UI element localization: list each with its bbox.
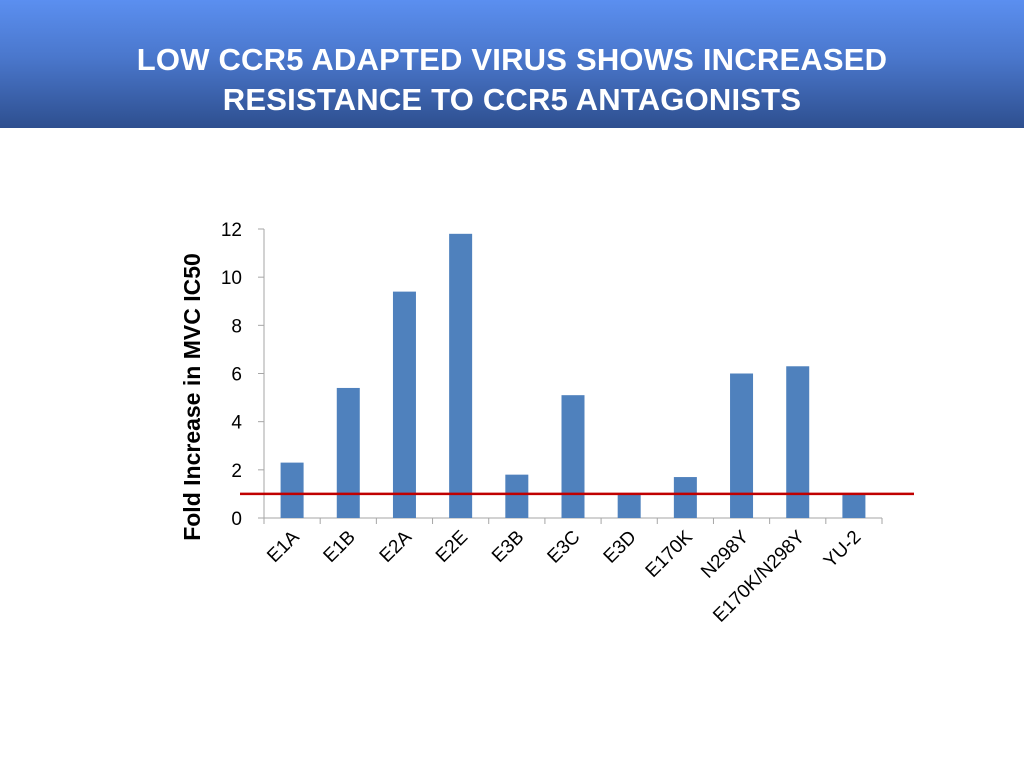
x-tick-label: N298Y [697, 526, 753, 582]
bar-e3d [617, 493, 641, 518]
bar-e2a [392, 291, 416, 518]
slide-title: LOW CCR5 ADAPTED VIRUS SHOWS INCREASED R… [0, 40, 1024, 120]
y-tick-label: 12 [221, 220, 242, 241]
y-tick-label: 8 [231, 316, 242, 337]
x-tick-label: E2A [376, 526, 416, 566]
x-tick-label: E3B [488, 527, 528, 567]
bar-e1b [336, 387, 360, 518]
x-tick-label: E170K [642, 526, 697, 581]
bar-e170k [673, 477, 697, 518]
x-tick-label: E3D [600, 527, 641, 568]
x-tick-label: E3C [544, 527, 585, 568]
y-tick-label: 6 [231, 365, 242, 386]
bar-yu-2 [842, 493, 866, 518]
bar-e170k-n298y [786, 366, 810, 518]
bar-e2e [449, 233, 473, 519]
bar-e1a [280, 462, 304, 518]
y-tick-label: 4 [231, 413, 242, 434]
bar-e3c [561, 395, 585, 518]
x-tick-label: E1B [320, 527, 360, 567]
slide-title-line-2: RESISTANCE TO CCR5 ANTAGONISTS [222, 82, 802, 117]
bar-n298y [730, 373, 754, 518]
y-tick-label: 2 [231, 461, 242, 482]
x-tick-label: E1A [263, 526, 303, 566]
y-tick-label: 0 [231, 509, 242, 530]
bar-e3b [505, 474, 529, 518]
slide-title-line-1: LOW CCR5 ADAPTED VIRUS SHOWS INCREASED [136, 42, 888, 77]
title-banner [0, 0, 1024, 128]
y-tick-label: 10 [221, 268, 242, 289]
plot-area: 0 2 4 6 8 10 12 E1A E1B E2A E2E E3B E3C E3D E170K N298Y… [221, 220, 914, 627]
x-tick-label: E2E [432, 527, 472, 567]
x-tick-label: YU-2 [820, 527, 865, 572]
y-axis-label: Fold Increase in MVC IC50 [179, 253, 205, 541]
